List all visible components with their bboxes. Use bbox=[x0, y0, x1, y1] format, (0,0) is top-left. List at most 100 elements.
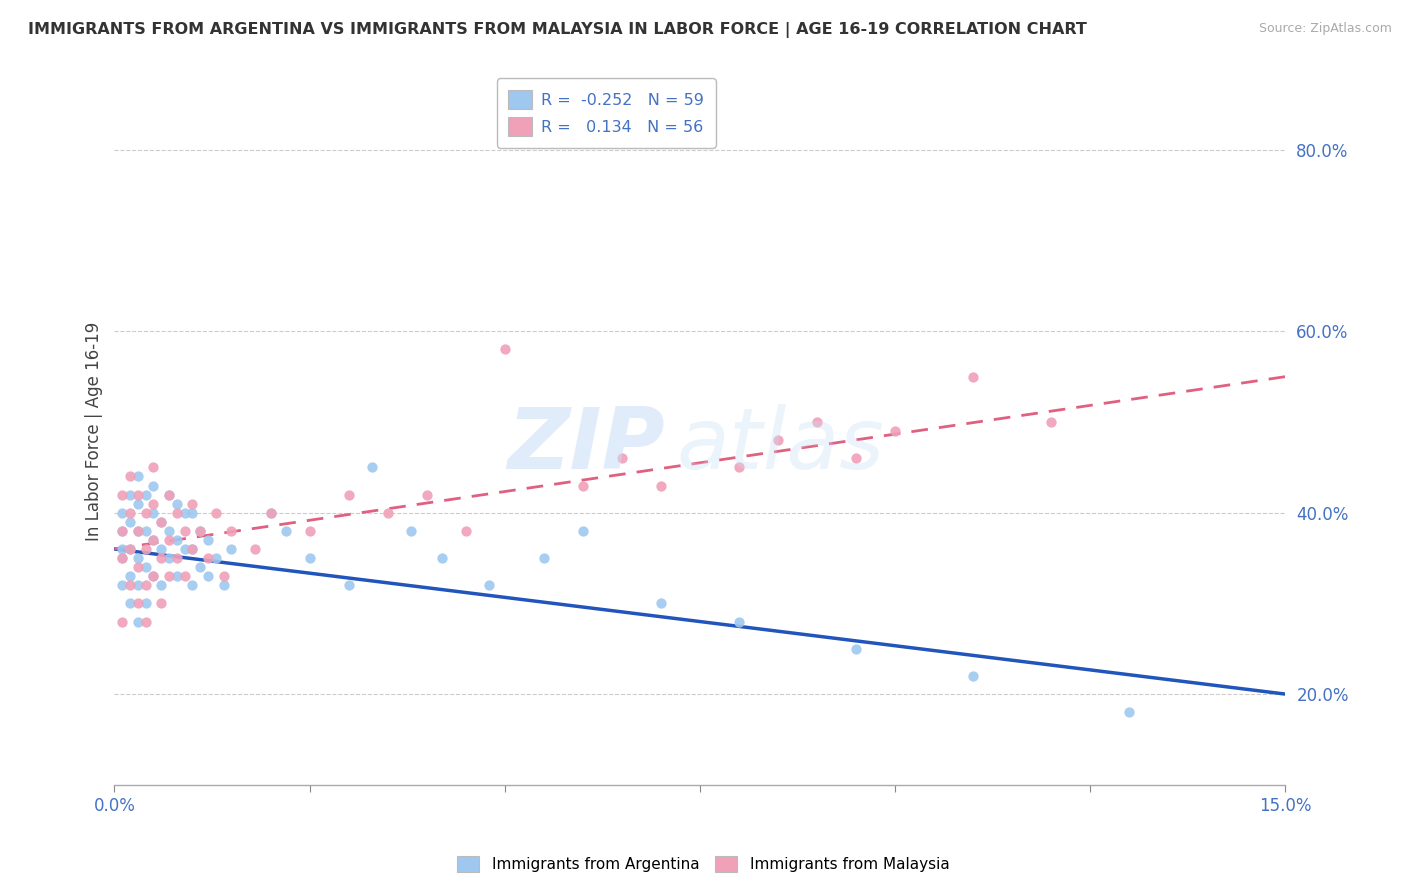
Point bbox=[135, 596, 157, 610]
Point bbox=[188, 524, 211, 538]
Point bbox=[173, 541, 195, 556]
Point bbox=[166, 533, 188, 547]
Point bbox=[181, 541, 204, 556]
Point bbox=[399, 524, 422, 538]
Point bbox=[845, 451, 868, 466]
Point bbox=[650, 478, 672, 492]
Point bbox=[127, 469, 149, 483]
Point bbox=[127, 615, 149, 629]
Point bbox=[188, 524, 211, 538]
Point bbox=[150, 596, 173, 610]
Point bbox=[454, 524, 477, 538]
Point bbox=[197, 551, 219, 566]
Point bbox=[111, 506, 134, 520]
Point bbox=[197, 569, 219, 583]
Point bbox=[111, 524, 134, 538]
Point bbox=[111, 541, 134, 556]
Point bbox=[127, 497, 149, 511]
Point bbox=[118, 515, 141, 529]
Point bbox=[166, 497, 188, 511]
Point bbox=[118, 469, 141, 483]
Point bbox=[142, 533, 165, 547]
Point bbox=[111, 615, 134, 629]
Point bbox=[276, 524, 298, 538]
Y-axis label: In Labor Force | Age 16-19: In Labor Force | Age 16-19 bbox=[86, 321, 103, 541]
Point bbox=[118, 596, 141, 610]
Point bbox=[259, 506, 281, 520]
Point bbox=[212, 578, 235, 592]
Point bbox=[212, 569, 235, 583]
Point bbox=[173, 506, 195, 520]
Point bbox=[150, 515, 173, 529]
Point bbox=[135, 506, 157, 520]
Point bbox=[766, 433, 789, 447]
Point bbox=[173, 569, 195, 583]
Point bbox=[142, 506, 165, 520]
Point bbox=[650, 596, 672, 610]
Point bbox=[118, 541, 141, 556]
Point bbox=[111, 487, 134, 501]
Point bbox=[157, 551, 180, 566]
Point bbox=[361, 460, 384, 475]
Point bbox=[205, 551, 228, 566]
Point bbox=[135, 560, 157, 574]
Point bbox=[111, 551, 134, 566]
Point bbox=[157, 569, 180, 583]
Point bbox=[135, 524, 157, 538]
Legend: Immigrants from Argentina, Immigrants from Malaysia: Immigrants from Argentina, Immigrants fr… bbox=[449, 848, 957, 880]
Point bbox=[127, 578, 149, 592]
Point bbox=[127, 596, 149, 610]
Point bbox=[259, 506, 281, 520]
Point bbox=[181, 578, 204, 592]
Point bbox=[127, 524, 149, 538]
Point bbox=[118, 506, 141, 520]
Point bbox=[610, 451, 633, 466]
Point bbox=[962, 369, 984, 384]
Text: ZIP: ZIP bbox=[508, 404, 665, 487]
Point bbox=[221, 541, 243, 556]
Point bbox=[166, 506, 188, 520]
Point bbox=[127, 487, 149, 501]
Point bbox=[377, 506, 399, 520]
Point bbox=[142, 569, 165, 583]
Point bbox=[298, 551, 321, 566]
Point bbox=[571, 478, 593, 492]
Legend: R =  -0.252   N = 59, R =   0.134   N = 56: R = -0.252 N = 59, R = 0.134 N = 56 bbox=[496, 78, 716, 148]
Point bbox=[188, 560, 211, 574]
Point bbox=[166, 551, 188, 566]
Point bbox=[157, 487, 180, 501]
Point bbox=[111, 551, 134, 566]
Point bbox=[478, 578, 501, 592]
Point bbox=[150, 515, 173, 529]
Point bbox=[298, 524, 321, 538]
Point bbox=[135, 541, 157, 556]
Point bbox=[1118, 705, 1140, 719]
Point bbox=[135, 615, 157, 629]
Point bbox=[571, 524, 593, 538]
Text: IMMIGRANTS FROM ARGENTINA VS IMMIGRANTS FROM MALAYSIA IN LABOR FORCE | AGE 16-19: IMMIGRANTS FROM ARGENTINA VS IMMIGRANTS … bbox=[28, 22, 1087, 38]
Point bbox=[533, 551, 555, 566]
Point bbox=[157, 487, 180, 501]
Point bbox=[1118, 796, 1140, 810]
Point bbox=[432, 551, 454, 566]
Point bbox=[142, 533, 165, 547]
Point bbox=[127, 551, 149, 566]
Point bbox=[337, 578, 360, 592]
Point bbox=[142, 478, 165, 492]
Point bbox=[150, 578, 173, 592]
Point bbox=[727, 460, 749, 475]
Point bbox=[884, 424, 907, 438]
Point bbox=[157, 533, 180, 547]
Point bbox=[173, 524, 195, 538]
Point bbox=[111, 578, 134, 592]
Point bbox=[127, 524, 149, 538]
Point bbox=[118, 569, 141, 583]
Point bbox=[727, 615, 749, 629]
Point bbox=[150, 541, 173, 556]
Point bbox=[118, 487, 141, 501]
Point bbox=[127, 560, 149, 574]
Point bbox=[118, 541, 141, 556]
Point bbox=[118, 578, 141, 592]
Point bbox=[181, 506, 204, 520]
Text: Source: ZipAtlas.com: Source: ZipAtlas.com bbox=[1258, 22, 1392, 36]
